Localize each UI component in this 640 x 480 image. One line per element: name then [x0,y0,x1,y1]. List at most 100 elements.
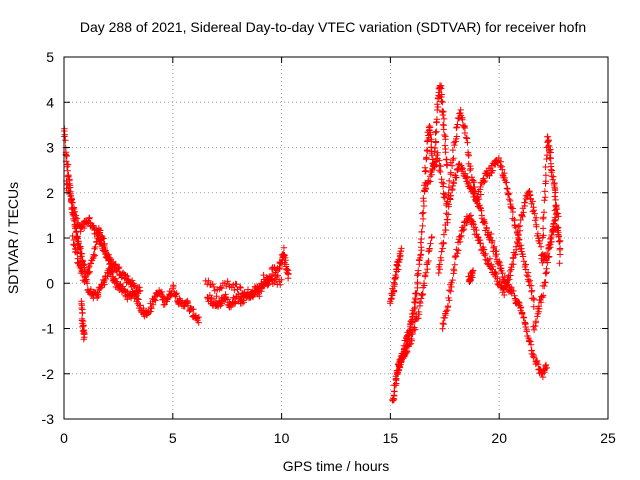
data-point [522,321,529,328]
data-point [550,220,558,227]
data-point [260,283,268,290]
data-point [521,199,529,206]
data-point [78,304,85,312]
data-point [480,179,488,186]
data-point [511,251,519,259]
data-point [208,295,215,303]
data-point [466,166,474,174]
data-point [233,281,240,288]
data-point [77,264,85,271]
data-point [218,284,225,292]
y-tick-label: -3 [42,411,55,427]
data-point [440,239,447,246]
data-point [440,320,447,328]
data-point [467,272,475,280]
data-point [67,188,74,195]
data-point [459,116,466,123]
data-point [470,221,477,228]
data-point [530,207,537,214]
data-point [84,280,91,287]
data-point [414,279,421,286]
data-point [414,284,421,292]
data-point [474,200,481,207]
data-point [263,279,270,287]
data-point [483,224,490,231]
data-point [68,196,75,203]
data-point [249,292,256,300]
data-point [508,266,515,273]
data-point [440,180,447,187]
data-point [272,276,280,283]
x-tick-label: 5 [169,430,177,446]
data-point [450,155,457,162]
data-point [528,287,536,294]
data-point [511,292,518,299]
data-point [552,196,559,204]
data-point [551,207,559,214]
data-point [453,174,460,181]
data-point [96,285,103,293]
data-point [532,318,540,325]
data-point [489,263,497,270]
data-point [472,224,479,231]
data-point [542,163,549,171]
data-point [418,228,425,236]
data-point [489,167,496,174]
data-point [87,286,95,293]
data-point [530,303,537,310]
data-point [392,271,399,279]
data-point [439,111,447,119]
data-point [434,101,441,108]
data-point [431,144,439,152]
data-point [539,225,547,232]
data-point [209,280,216,288]
data-point [554,210,561,217]
data-point [152,297,159,304]
data-point [547,155,554,162]
data-point [426,127,433,134]
data-point [115,265,122,272]
data-point [210,283,218,291]
data-point [449,146,457,154]
data-point [73,215,81,222]
data-point [116,263,123,271]
data-point [549,176,556,183]
data-point [95,292,102,300]
data-point [172,291,180,298]
y-tick-label: 0 [46,275,54,291]
data-point [437,163,444,170]
data-point [436,167,443,174]
data-point [519,253,527,260]
data-point [419,222,426,230]
data-point [434,103,442,111]
data-point [412,296,419,303]
data-point [469,274,476,281]
data-point [437,168,444,176]
data-point [160,301,167,309]
data-point [481,220,489,227]
y-tick-label: -1 [42,321,55,337]
y-tick-label: 3 [46,140,54,156]
data-point [398,245,405,252]
data-point [510,261,517,268]
data-point [541,188,549,195]
data-point [542,279,549,286]
data-point [428,171,435,178]
data-point [280,244,288,251]
data-point [396,364,404,371]
data-point [217,284,224,291]
data-point [452,253,460,260]
data-point [449,186,456,194]
data-point [446,287,453,294]
data-point [412,326,419,333]
data-point [278,276,285,283]
data-point [432,158,440,165]
data-point [461,122,469,130]
data-point [556,237,564,244]
data-point [454,121,461,128]
data-point [267,273,275,280]
data-point [72,248,80,255]
data-point [391,388,398,395]
data-point [258,284,265,291]
